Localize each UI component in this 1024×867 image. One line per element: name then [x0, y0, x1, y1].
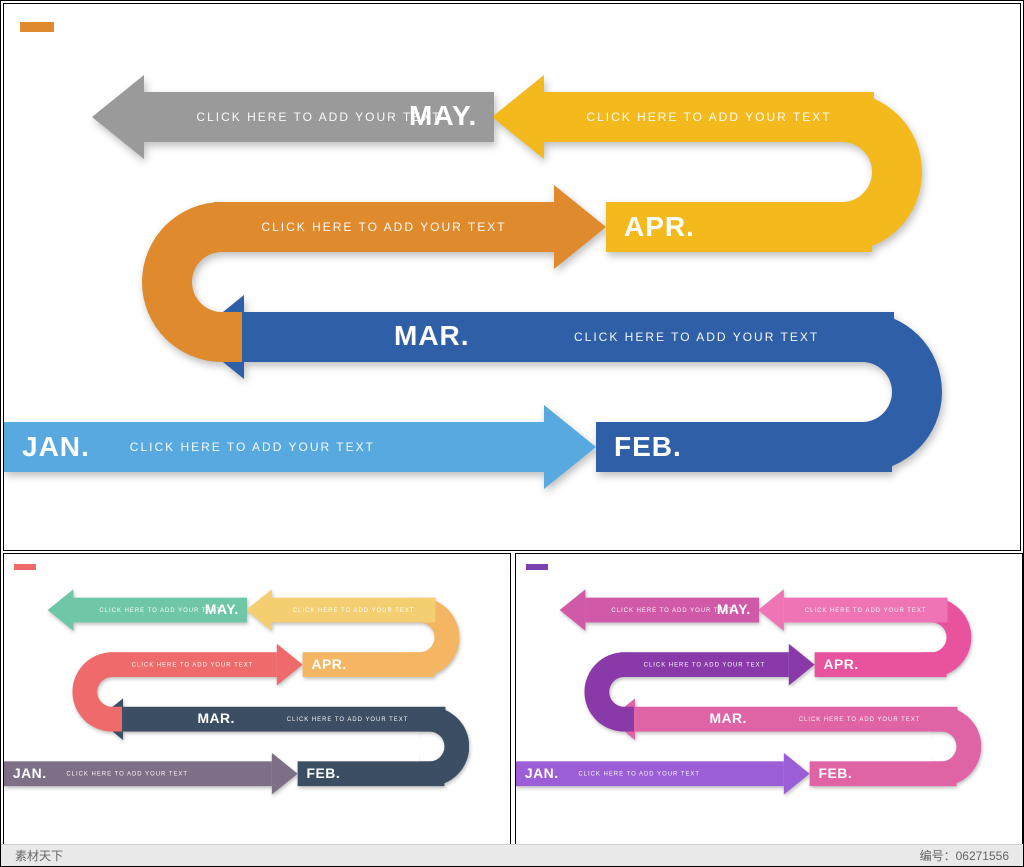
apr-arrowhead [789, 644, 815, 686]
may-right-shaft: CLICK HERE TO ADD YOUR TEXT [544, 92, 874, 142]
may-label: MAY. [717, 602, 751, 618]
mar-shaft: CLICK HERE TO ADD YOUR TEXT [635, 707, 957, 732]
jan-arrowhead [784, 753, 810, 795]
apr-label: APR. [312, 657, 347, 673]
mar-shaft: CLICK HERE TO ADD YOUR TEXT [123, 707, 445, 732]
apr-shaft: CLICK HERE TO ADD YOUR TEXT [108, 652, 277, 677]
mar-label: MAR. [709, 711, 746, 727]
apr-label: APR. [624, 211, 695, 243]
variant-pink-panel: JAN. CLICK HERE TO ADD YOUR TEXT FEB. CL… [515, 553, 1023, 850]
may-left-subtext: CLICK HERE TO ADD YOUR TEXT [196, 110, 441, 124]
mar-subtext: CLICK HERE TO ADD YOUR TEXT [287, 716, 409, 723]
may-left-arrowhead [92, 75, 144, 159]
may-left-subtext: CLICK HERE TO ADD YOUR TEXT [99, 607, 221, 614]
jan-arrowhead [272, 753, 298, 795]
jan-subtext: CLICK HERE TO ADD YOUR TEXT [66, 770, 188, 777]
jan-label: JAN. [22, 431, 90, 463]
apr-shaft: CLICK HERE TO ADD YOUR TEXT [620, 652, 789, 677]
mar-shaft: CLICK HERE TO ADD YOUR TEXT [244, 312, 894, 362]
mar-subtext: CLICK HERE TO ADD YOUR TEXT [799, 716, 921, 723]
may-right-arrowhead [492, 75, 544, 159]
serpentine-diagram-pastel: JAN. CLICK HERE TO ADD YOUR TEXT FEB. CL… [4, 554, 509, 826]
apr-shaft: CLICK HERE TO ADD YOUR TEXT [214, 202, 554, 252]
may-left-subtext: CLICK HERE TO ADD YOUR TEXT [611, 607, 733, 614]
jan-subtext: CLICK HERE TO ADD YOUR TEXT [578, 770, 700, 777]
may-right-shaft: CLICK HERE TO ADD YOUR TEXT [784, 598, 948, 623]
may-left-arrowhead [560, 589, 586, 631]
apr-subtext: CLICK HERE TO ADD YOUR TEXT [132, 661, 254, 668]
apr-arrowhead [277, 644, 303, 686]
variant-main-panel: JAN. CLICK HERE TO ADD YOUR TEXT FEB. CL… [3, 3, 1021, 551]
feb-label: FEB. [614, 431, 682, 463]
footer-right: 编号：06271556 [920, 847, 1009, 864]
apr-subtext: CLICK HERE TO ADD YOUR TEXT [644, 661, 766, 668]
apr-subtext: CLICK HERE TO ADD YOUR TEXT [261, 220, 506, 234]
jan-shaft: JAN. CLICK HERE TO ADD YOUR TEXT [4, 422, 544, 472]
serpentine-diagram-main: JAN. CLICK HERE TO ADD YOUR TEXT FEB. CL… [4, 4, 1020, 550]
template-sheet: JAN. CLICK HERE TO ADD YOUR TEXT FEB. CL… [0, 0, 1024, 867]
jan-label: JAN. [13, 766, 47, 782]
jan-shaft: JAN. CLICK HERE TO ADD YOUR TEXT [4, 761, 272, 786]
jan-shaft: JAN. CLICK HERE TO ADD YOUR TEXT [516, 761, 784, 786]
may-right-subtext: CLICK HERE TO ADD YOUR TEXT [805, 607, 927, 614]
may-right-subtext: CLICK HERE TO ADD YOUR TEXT [293, 607, 415, 614]
jan-subtext: CLICK HERE TO ADD YOUR TEXT [130, 440, 375, 454]
mar-label: MAR. [197, 711, 234, 727]
may-right-arrowhead [246, 589, 272, 631]
mar-label: MAR. [394, 320, 470, 352]
may-label: MAY. [409, 100, 477, 132]
feb-label: FEB. [819, 766, 853, 782]
may-right-arrowhead [758, 589, 784, 631]
footer-left: 素材天下 [15, 847, 63, 864]
jan-label: JAN. [525, 766, 559, 782]
footer-bar: 素材天下 编号：06271556 [1, 844, 1023, 866]
apr-arrowhead [554, 185, 606, 269]
mar-subtext: CLICK HERE TO ADD YOUR TEXT [574, 330, 819, 344]
may-left-arrowhead [48, 589, 74, 631]
may-right-shaft: CLICK HERE TO ADD YOUR TEXT [272, 598, 436, 623]
apr-label: APR. [824, 657, 859, 673]
variant-pastel-panel: JAN. CLICK HERE TO ADD YOUR TEXT FEB. CL… [3, 553, 511, 850]
serpentine-diagram-pink: JAN. CLICK HERE TO ADD YOUR TEXT FEB. CL… [516, 554, 1021, 826]
may-right-subtext: CLICK HERE TO ADD YOUR TEXT [586, 110, 831, 124]
may-label: MAY. [205, 602, 239, 618]
feb-label: FEB. [307, 766, 341, 782]
footer-id-label: 编号： [920, 849, 956, 863]
footer-id-value: 06271556 [956, 849, 1009, 863]
jan-arrowhead [544, 405, 596, 489]
